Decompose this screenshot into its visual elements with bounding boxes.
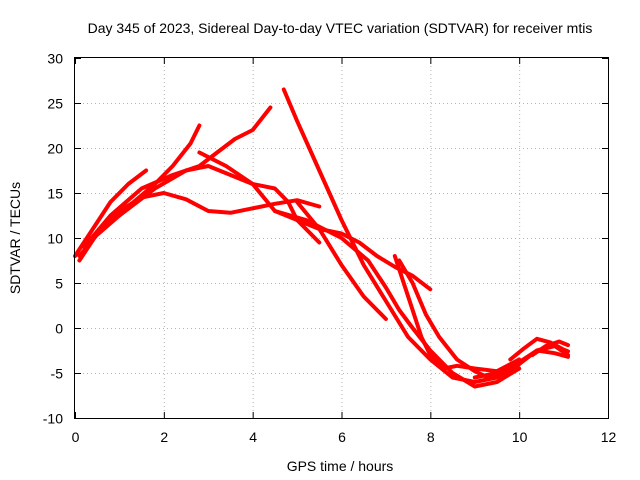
series-track-8 [295, 200, 388, 321]
series-track-3 [77, 191, 322, 263]
series-group [73, 87, 570, 389]
chart-title: Day 345 of 2023, Sidereal Day-to-day VTE… [88, 20, 593, 36]
y-tick-label: 15 [47, 186, 63, 202]
series-track-14 [530, 339, 570, 357]
series-track-11 [397, 258, 570, 380]
series-track-13 [508, 336, 570, 362]
y-tick-label: 20 [47, 141, 63, 157]
series-track-9 [272, 209, 522, 389]
x-tick-label: 2 [160, 429, 168, 445]
y-axis-label: SDTVAR / TECUs [7, 182, 23, 294]
x-tick-label: 12 [601, 429, 617, 445]
y-tick-label: 10 [47, 231, 63, 247]
series-track-12 [472, 348, 570, 380]
x-tick-label: 8 [427, 429, 435, 445]
x-axis-label: GPS time / hours [287, 458, 394, 474]
series-track-10 [392, 254, 522, 374]
x-tick-label: 4 [249, 429, 257, 445]
series-track-1 [73, 168, 149, 258]
x-tick-label: 10 [512, 429, 528, 445]
y-tick-label: 0 [55, 321, 63, 337]
axis-ticks [75, 58, 609, 419]
y-tick-label: 25 [47, 96, 63, 112]
y-axis-tick-labels: -10 -5 0 5 10 15 20 25 30 [43, 51, 63, 427]
x-tick-label: 6 [338, 429, 346, 445]
grid [75, 58, 608, 418]
y-tick-label: 5 [55, 276, 63, 292]
y-tick-label: -5 [51, 366, 64, 382]
plot-frame [74, 57, 609, 419]
series-track-7 [281, 87, 522, 384]
y-tick-label: 30 [47, 51, 63, 67]
series-track-5 [86, 164, 322, 245]
x-tick-label: 0 [72, 429, 80, 445]
y-tick-label: -10 [43, 411, 63, 427]
x-axis-tick-labels: 0 2 4 6 8 10 12 [72, 429, 617, 445]
